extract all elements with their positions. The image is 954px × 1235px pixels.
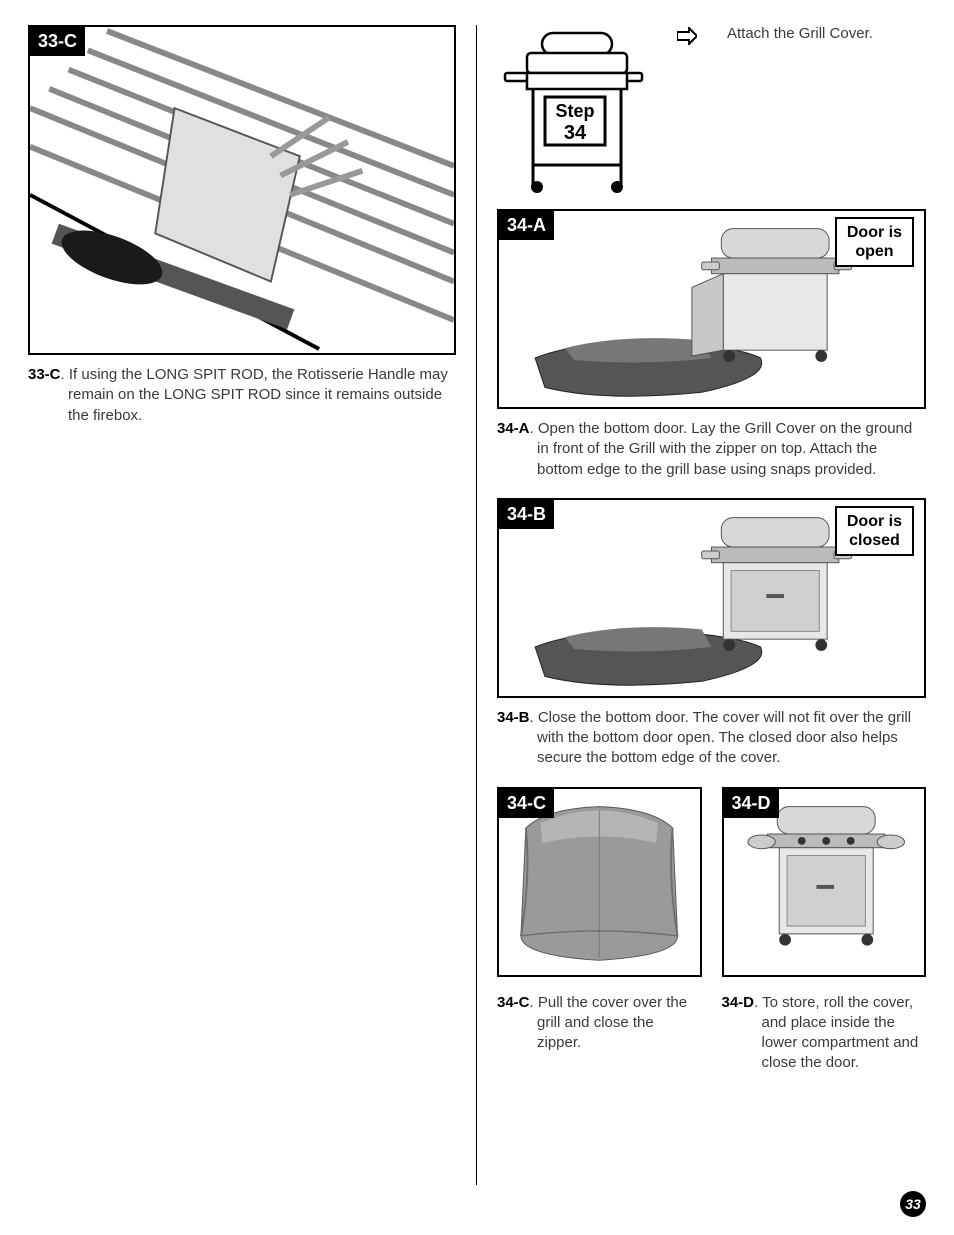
figure-33c-illustration bbox=[30, 27, 454, 353]
caption-34b: 34-B. Close the bottom door. The cover w… bbox=[497, 708, 926, 769]
step-34-instruction: Attach the Grill Cover. bbox=[727, 25, 926, 42]
callout-34a-line2: open bbox=[855, 243, 893, 260]
step-34-header: Step 34 Attach the Grill Cover. bbox=[497, 25, 926, 195]
caption-34a-bold: 34-A bbox=[497, 420, 530, 437]
step-34-grill-icon: Step 34 bbox=[497, 25, 647, 195]
caption-33c: 33-C. If using the LONG SPIT ROD, the Ro… bbox=[28, 365, 456, 426]
callout-34b-line2: closed bbox=[849, 532, 900, 549]
figure-33c: 33-C bbox=[28, 25, 456, 355]
figure-label-34c: 34-C bbox=[499, 789, 554, 818]
figure-34b: 34-B Door is closed bbox=[497, 498, 926, 698]
caption-34c: 34-C. Pull the cover over the grill and … bbox=[497, 993, 702, 1054]
caption-33c-bold: 33-C bbox=[28, 366, 61, 383]
caption-34c-bold: 34-C bbox=[497, 994, 530, 1011]
caption-34a: 34-A. Open the bottom door. Lay the Gril… bbox=[497, 419, 926, 480]
figures-34c-34d-row: 34-C 34-C. Pull the cover over the grill… bbox=[497, 787, 926, 1074]
figure-label-34d: 34-D bbox=[724, 789, 779, 818]
caption-33c-text: . If using the LONG SPIT ROD, the Rotiss… bbox=[61, 366, 448, 424]
caption-34c-text: . Pull the cover over the grill and clos… bbox=[530, 994, 688, 1052]
callout-34b: Door is closed bbox=[835, 506, 914, 556]
figure-label-34b: 34-B bbox=[499, 500, 554, 529]
figure-34d: 34-D bbox=[722, 787, 927, 977]
caption-34a-text: . Open the bottom door. Lay the Grill Co… bbox=[530, 420, 913, 478]
figure-label-34a: 34-A bbox=[499, 211, 554, 240]
figure-34c: 34-C bbox=[497, 787, 702, 977]
callout-34a-line1: Door is bbox=[847, 224, 902, 241]
caption-34d: 34-D. To store, roll the cover, and plac… bbox=[722, 993, 927, 1074]
caption-34d-text: . To store, roll the cover, and place in… bbox=[754, 994, 918, 1072]
step-label-line2: 34 bbox=[547, 122, 603, 145]
arrow-right-icon bbox=[677, 27, 697, 45]
step-label-line1: Step bbox=[547, 101, 603, 122]
caption-34d-bold: 34-D bbox=[722, 994, 755, 1011]
caption-34b-bold: 34-B bbox=[497, 709, 530, 726]
left-column: 33-C bbox=[28, 25, 468, 1215]
figure-label-33c: 33-C bbox=[30, 27, 85, 56]
callout-34a: Door is open bbox=[835, 217, 914, 267]
caption-34b-text: . Close the bottom door. The cover will … bbox=[530, 709, 912, 767]
figure-34a: 34-A Door is open bbox=[497, 209, 926, 409]
right-column: Step 34 Attach the Grill Cover. 34-A Doo… bbox=[485, 25, 926, 1215]
column-divider bbox=[476, 25, 477, 1185]
callout-34b-line1: Door is bbox=[847, 513, 902, 530]
page-number: 33 bbox=[900, 1191, 926, 1217]
